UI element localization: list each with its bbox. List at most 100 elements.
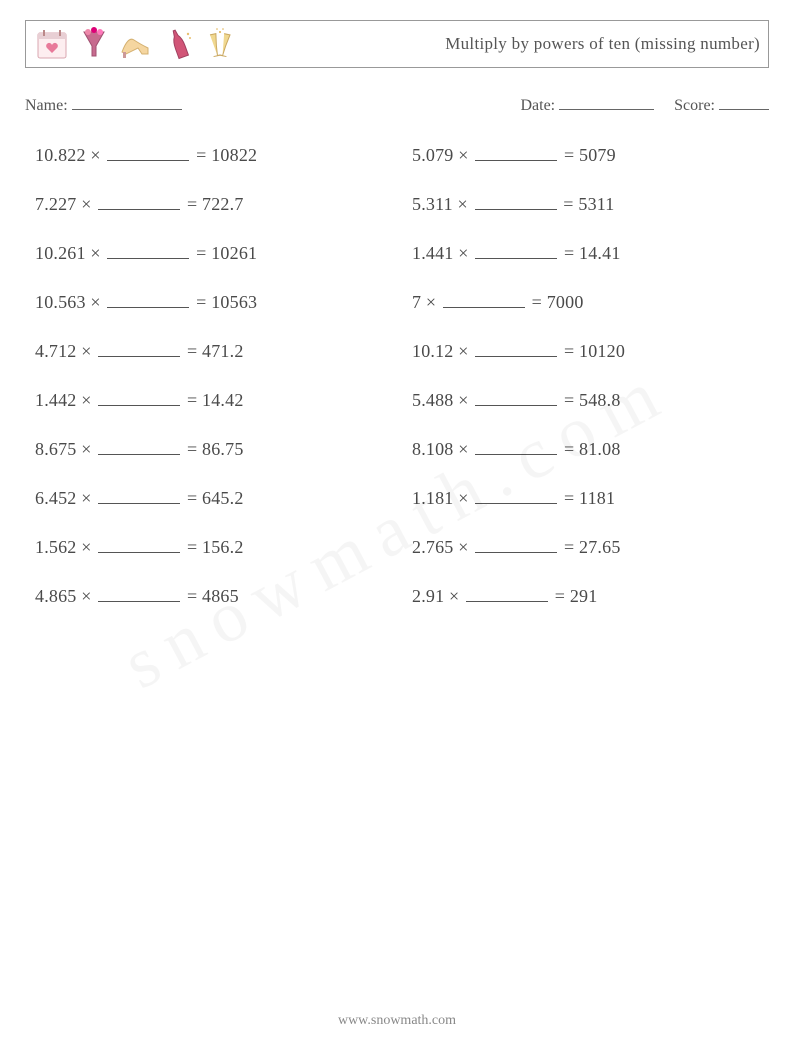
- high-heel-icon: [118, 26, 154, 62]
- header-box: Multiply by powers of ten (missing numbe…: [25, 20, 769, 68]
- result: 14.41: [579, 243, 621, 263]
- answer-blank[interactable]: [98, 490, 180, 504]
- problem-row: 1.181 × = 1181: [412, 488, 759, 509]
- times-sign: ×: [454, 488, 474, 508]
- date-label: Date:: [520, 97, 555, 114]
- equals-sign: =: [191, 243, 211, 263]
- answer-blank[interactable]: [475, 343, 557, 357]
- result: 645.2: [202, 488, 244, 508]
- result: 291: [570, 586, 598, 606]
- problem-row: 8.108 × = 81.08: [412, 439, 759, 460]
- equals-sign: =: [559, 145, 579, 165]
- answer-blank[interactable]: [98, 539, 180, 553]
- operand-a: 4.712: [35, 341, 77, 361]
- problem-row: 5.311 × = 5311: [412, 194, 759, 215]
- times-sign: ×: [454, 145, 474, 165]
- times-sign: ×: [444, 586, 464, 606]
- answer-blank[interactable]: [107, 294, 189, 308]
- result: 5079: [579, 145, 616, 165]
- result: 14.42: [202, 390, 244, 410]
- operand-a: 4.865: [35, 586, 77, 606]
- problem-row: 10.12 × = 10120: [412, 341, 759, 362]
- answer-blank[interactable]: [443, 294, 525, 308]
- footer-url: www.snowmath.com: [0, 1013, 794, 1029]
- times-sign: ×: [421, 292, 441, 312]
- problem-row: 10.822 × = 10822: [35, 145, 382, 166]
- answer-blank[interactable]: [475, 196, 557, 210]
- answer-blank[interactable]: [475, 245, 557, 259]
- meta-row: Name: Date: Score:: [25, 96, 769, 115]
- equals-sign: =: [559, 537, 579, 557]
- equals-sign: =: [182, 537, 202, 557]
- answer-blank[interactable]: [98, 392, 180, 406]
- times-sign: ×: [77, 439, 97, 459]
- equals-sign: =: [182, 439, 202, 459]
- answer-blank[interactable]: [98, 343, 180, 357]
- operand-a: 7.227: [35, 194, 77, 214]
- problem-row: 7 × = 7000: [412, 292, 759, 313]
- operand-a: 5.488: [412, 390, 454, 410]
- result: 86.75: [202, 439, 244, 459]
- header-icons: [34, 26, 238, 62]
- result: 156.2: [202, 537, 244, 557]
- problem-row: 2.765 × = 27.65: [412, 537, 759, 558]
- result: 4865: [202, 586, 239, 606]
- equals-sign: =: [550, 586, 570, 606]
- answer-blank[interactable]: [107, 147, 189, 161]
- operand-a: 10.261: [35, 243, 86, 263]
- problem-row: 4.712 × = 471.2: [35, 341, 382, 362]
- equals-sign: =: [191, 292, 211, 312]
- toast-glasses-icon: [202, 26, 238, 62]
- problem-row: 5.488 × = 548.8: [412, 390, 759, 411]
- operand-a: 1.562: [35, 537, 77, 557]
- problem-row: 7.227 × = 722.7: [35, 194, 382, 215]
- problem-row: 1.441 × = 14.41: [412, 243, 759, 264]
- times-sign: ×: [86, 243, 106, 263]
- answer-blank[interactable]: [475, 147, 557, 161]
- times-sign: ×: [77, 194, 97, 214]
- operand-a: 2.765: [412, 537, 454, 557]
- equals-sign: =: [559, 341, 579, 361]
- operand-a: 10.563: [35, 292, 86, 312]
- operand-a: 2.91: [412, 586, 444, 606]
- answer-blank[interactable]: [475, 490, 557, 504]
- result: 81.08: [579, 439, 621, 459]
- times-sign: ×: [77, 488, 97, 508]
- score-label: Score:: [674, 97, 715, 114]
- problem-row: 10.261 × = 10261: [35, 243, 382, 264]
- times-sign: ×: [77, 390, 97, 410]
- answer-blank[interactable]: [466, 588, 548, 602]
- funnel-flower-icon: [76, 26, 112, 62]
- name-label: Name:: [25, 97, 68, 114]
- times-sign: ×: [453, 194, 473, 214]
- operand-a: 8.108: [412, 439, 454, 459]
- times-sign: ×: [77, 341, 97, 361]
- operand-a: 6.452: [35, 488, 77, 508]
- answer-blank[interactable]: [98, 441, 180, 455]
- times-sign: ×: [86, 145, 106, 165]
- answer-blank[interactable]: [475, 441, 557, 455]
- date-blank[interactable]: [559, 96, 654, 110]
- score-blank[interactable]: [719, 96, 769, 110]
- answer-blank[interactable]: [98, 588, 180, 602]
- result: 471.2: [202, 341, 244, 361]
- operand-a: 8.675: [35, 439, 77, 459]
- problem-row: 8.675 × = 86.75: [35, 439, 382, 460]
- calendar-heart-icon: [34, 26, 70, 62]
- times-sign: ×: [454, 390, 474, 410]
- name-blank[interactable]: [72, 96, 182, 110]
- equals-sign: =: [182, 390, 202, 410]
- champagne-bottle-icon: [160, 26, 196, 62]
- answer-blank[interactable]: [475, 539, 557, 553]
- equals-sign: =: [182, 586, 202, 606]
- problem-row: 1.562 × = 156.2: [35, 537, 382, 558]
- equals-sign: =: [559, 390, 579, 410]
- times-sign: ×: [77, 586, 97, 606]
- problem-row: 1.442 × = 14.42: [35, 390, 382, 411]
- answer-blank[interactable]: [98, 196, 180, 210]
- result: 5311: [578, 194, 614, 214]
- equals-sign: =: [559, 194, 579, 214]
- problems-grid: 10.822 × = 108225.079 × = 50797.227 × = …: [25, 145, 769, 607]
- answer-blank[interactable]: [107, 245, 189, 259]
- answer-blank[interactable]: [475, 392, 557, 406]
